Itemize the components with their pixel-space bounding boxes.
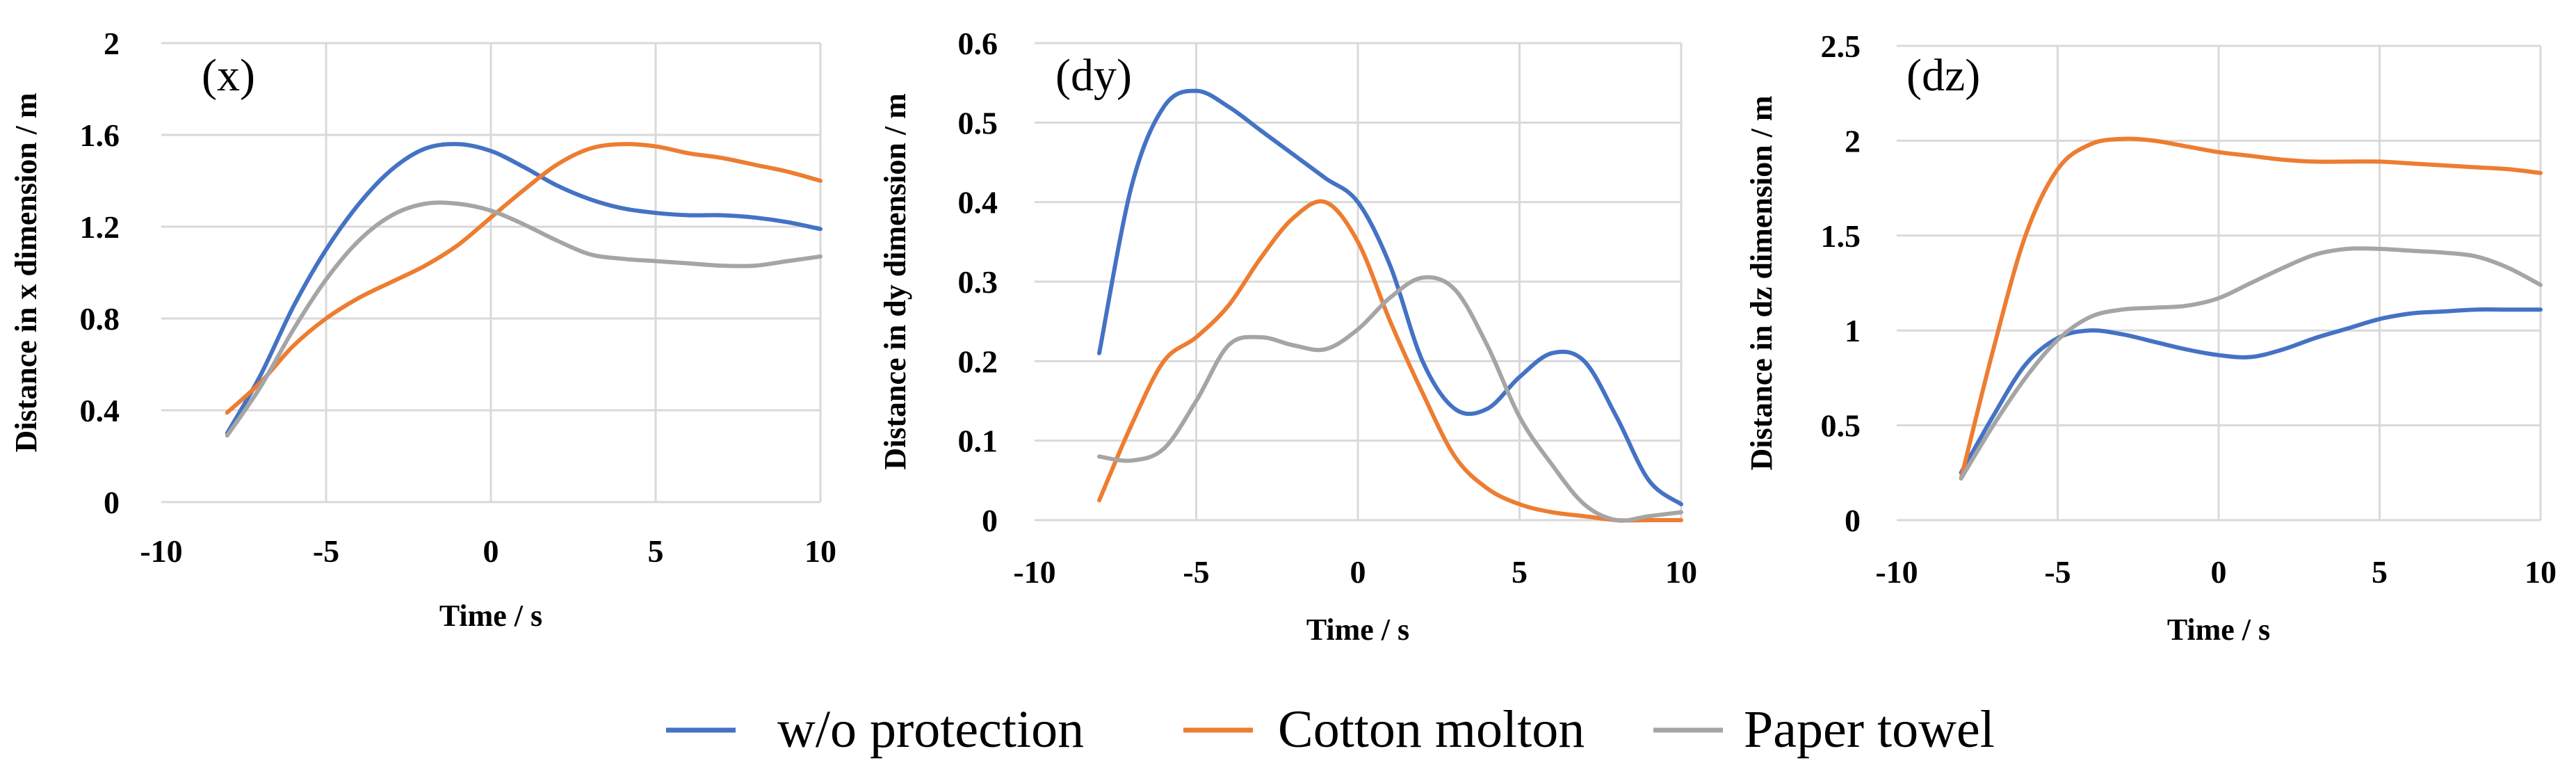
y-tick-label: 0.2 (958, 344, 998, 379)
x-tick-label: 0 (2211, 554, 2227, 590)
x-axis-title: Time / s (439, 599, 542, 633)
x-tick-label: -5 (1183, 554, 1209, 590)
series-line-cotton-molton (225, 142, 823, 415)
panel-label: (dz) (1906, 50, 1980, 101)
y-tick-label: 0 (982, 503, 998, 538)
series-line-paper-towel (1097, 275, 1683, 523)
y-tick-label: 2.5 (1821, 29, 1861, 64)
y-tick-label: 0 (104, 485, 120, 520)
y-tick-label: 0.8 (80, 301, 120, 337)
legend-item-cotton-molton: Cotton molton (1183, 700, 1585, 759)
x-tick-label: -5 (2044, 554, 2071, 590)
legend-item-paper-towel: Paper towel (1653, 700, 1995, 759)
series-line-w-o-protection (1959, 307, 2543, 475)
y-tick-label: 2 (104, 26, 120, 61)
x-tick-label: -10 (1013, 554, 1055, 590)
x-tick-label: 10 (2525, 554, 2557, 590)
x-tick-label: 10 (1665, 554, 1697, 590)
legend-label: w/o protection (777, 700, 1084, 759)
series-line-w-o-protection (225, 142, 823, 435)
panel-label: (x) (202, 50, 255, 101)
series-line-cotton-molton (1097, 199, 1683, 523)
series-line-paper-towel (225, 200, 823, 438)
series-group (225, 142, 823, 438)
series-group (1097, 88, 1683, 523)
legend: w/o protection Cotton molton Paper towel (666, 700, 1995, 759)
y-tick-label: 0.3 (958, 264, 998, 300)
y-tick-label: 0.6 (958, 26, 998, 61)
chart-panel-dz: 0 0.5 1 1.5 2 2.5 -10 -5 0 5 10 Time / s Distance in… (1744, 29, 2557, 647)
y-tick-label: 0.5 (1821, 408, 1861, 444)
x-tick-label: -5 (313, 533, 339, 569)
y-tick-label: 0.1 (958, 423, 998, 459)
panel-label: (dy) (1055, 50, 1132, 101)
chart-panel-x: 0 0.4 0.8 1.2 1.6 2 -10 -5 0 5 10 Time / s Distance … (9, 26, 836, 633)
y-tick-label: 0.4 (80, 393, 120, 428)
y-tick-label: 0.5 (958, 105, 998, 140)
series-line-w-o-protection (1097, 88, 1683, 507)
x-tick-label: 5 (648, 533, 664, 569)
legend-item-w-o-protection: w/o protection (666, 700, 1084, 759)
y-axis-title: Distance in dz dimension / m (1744, 95, 1779, 470)
x-tick-label: 0 (1350, 554, 1366, 590)
x-axis-title: Time / s (1306, 613, 1409, 647)
y-axis-title: Distance in dy dimension / m (878, 93, 912, 470)
x-tick-label: 5 (1512, 554, 1528, 590)
y-axis-title: Distance in x dimension / m (9, 92, 43, 452)
legend-label: Cotton molton (1278, 700, 1585, 759)
x-tick-label: 10 (804, 533, 836, 569)
x-tick-label: 0 (483, 533, 499, 569)
legend-label: Paper towel (1744, 700, 1995, 759)
y-tick-label: 1.6 (80, 118, 120, 153)
x-tick-label: 5 (2372, 554, 2388, 590)
y-tick-label: 1 (1845, 313, 1861, 348)
series-line-cotton-molton (1959, 136, 2543, 481)
y-tick-label: 0 (1845, 503, 1861, 538)
x-tick-label: -10 (1875, 554, 1918, 590)
y-tick-label: 0.4 (958, 185, 998, 220)
y-tick-label: 1.5 (1821, 218, 1861, 254)
x-tick-label: -10 (140, 533, 182, 569)
y-tick-label: 1.2 (80, 209, 120, 245)
series-line-paper-towel (1959, 246, 2543, 481)
y-tick-label: 2 (1845, 123, 1861, 159)
chart-panel-dy: 0 0.1 0.2 0.3 0.4 0.5 0.6 -10 -5 0 5 10 Time / s Dist… (878, 26, 1697, 647)
series-group (1959, 136, 2543, 481)
x-axis-title: Time / s (2167, 613, 2270, 647)
